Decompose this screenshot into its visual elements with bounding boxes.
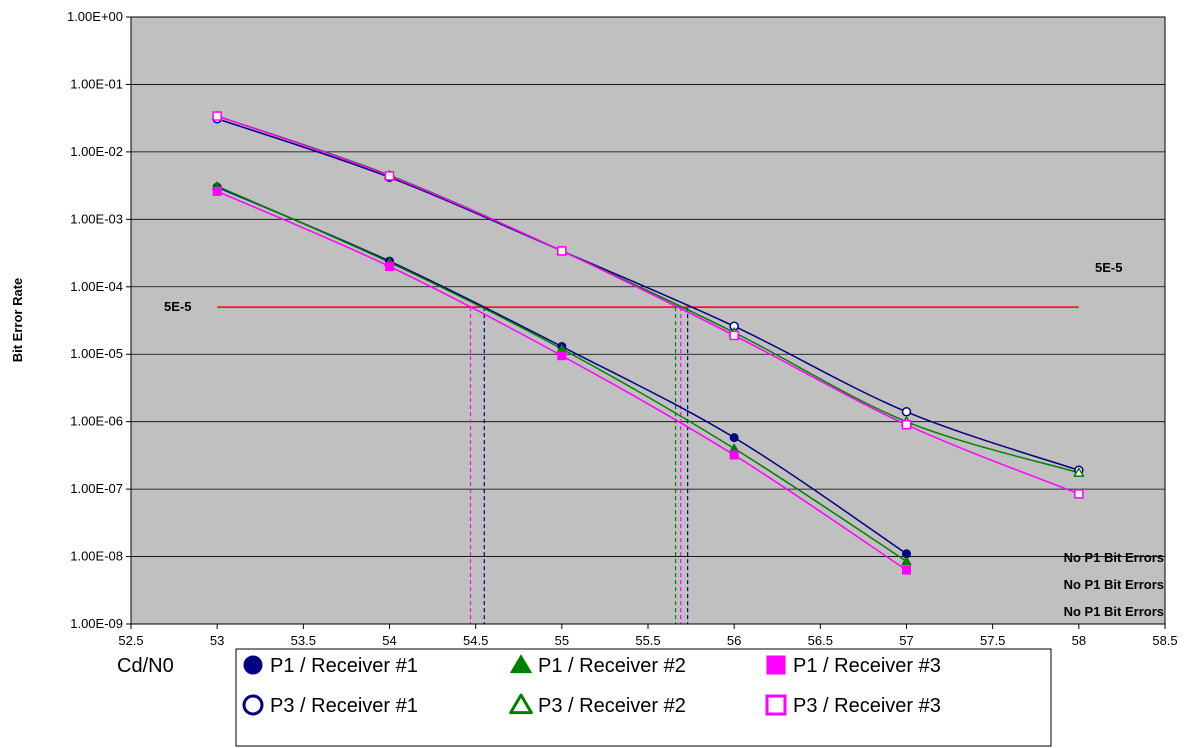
data-point (729, 450, 739, 460)
x-tick-label: 53 (210, 633, 224, 648)
data-point (385, 261, 394, 271)
y-axis-label: Bit Error Rate (10, 278, 25, 363)
data-point (902, 565, 911, 575)
x-tick-label: 58 (1072, 633, 1086, 648)
x-tick-label: 53.5 (291, 633, 316, 648)
y-tick-label: 1.00E-01 (70, 76, 123, 91)
y-axis: 1.00E+00 1.00E-01 1.00E-02 1.00E-03 1.00E-04… (67, 9, 131, 631)
x-tick-label: 55.5 (635, 633, 660, 648)
annotation-no-p1-bit-errors-1: No P1 Bit Errors (1064, 550, 1164, 565)
data-point (901, 420, 912, 430)
x-tick-label: 56.5 (808, 633, 833, 648)
legend-label: P3 / Receiver #2 (538, 695, 686, 717)
annotation-no-p1-bit-errors-3: No P1 Bit Errors (1064, 604, 1164, 619)
data-point (901, 556, 912, 566)
annotation-no-p1-bit-errors-2: No P1 Bit Errors (1064, 577, 1164, 592)
x-tick-label: 56 (727, 633, 741, 648)
y-tick-label: 1.00E-04 (70, 279, 123, 294)
y-tick-label: 1.00E-07 (70, 481, 123, 496)
threshold-crossing-lines (469, 307, 689, 624)
data-point (901, 407, 912, 417)
y-tick-label: 1.00E-05 (70, 346, 123, 361)
legend-label: P3 / Receiver #1 (270, 695, 418, 717)
x-axis: 52.5 53 53.5 54 54.5 55 55.5 56 56.5 57 57.5 58 58.5 (118, 624, 1178, 648)
legend-marker (765, 694, 787, 716)
data-point (729, 433, 739, 443)
data-point (384, 171, 395, 181)
y-tick-label: 1.00E-09 (70, 616, 123, 631)
legend-marker (509, 693, 533, 715)
y-tick-label: 1.00E-08 (70, 549, 123, 564)
grid-lines (131, 84, 1165, 557)
data-point (1074, 489, 1084, 499)
legend-marker (242, 694, 264, 716)
legend-label: P1 / Receiver #1 (270, 655, 418, 677)
y-tick-label: 1.00E-02 (70, 144, 123, 159)
series-line (216, 115, 1080, 495)
legend-marker (510, 654, 532, 674)
series-line (216, 118, 1080, 472)
data-point (557, 351, 567, 361)
x-tick-label: 54.5 (463, 633, 488, 648)
legend-label: P1 / Receiver #2 (538, 655, 686, 677)
data-point (1073, 467, 1085, 477)
legend: P1 / Receiver #1 P1 / Receiver #2 P1 / Rec… (235, 648, 1052, 747)
data-point (212, 111, 222, 121)
x-axis-label: Cd/N0 (117, 655, 174, 677)
threshold-label-right: 5E-5 (1095, 260, 1122, 275)
x-tick-label: 54 (382, 633, 396, 648)
data-point (557, 246, 567, 256)
x-tick-label: 52.5 (118, 633, 143, 648)
legend-label: P1 / Receiver #3 (793, 655, 941, 677)
plot-area (130, 16, 1166, 625)
x-tick-label: 58.5 (1152, 633, 1177, 648)
x-tick-label: 57 (899, 633, 913, 648)
legend-marker (766, 655, 786, 675)
series-markers (211, 110, 1085, 575)
legend-marker (243, 655, 263, 675)
y-tick-label: 1.00E-06 (70, 414, 123, 429)
y-tick-label: 1.00E+00 (67, 9, 123, 24)
x-tick-label: 57.5 (980, 633, 1005, 648)
threshold-label-left: 5E-5 (164, 299, 191, 314)
data-point (729, 330, 739, 341)
y-tick-label: 1.00E-03 (70, 211, 123, 226)
x-tick-label: 55 (555, 633, 569, 648)
data-point (212, 186, 222, 196)
legend-label: P3 / Receiver #3 (793, 695, 941, 717)
